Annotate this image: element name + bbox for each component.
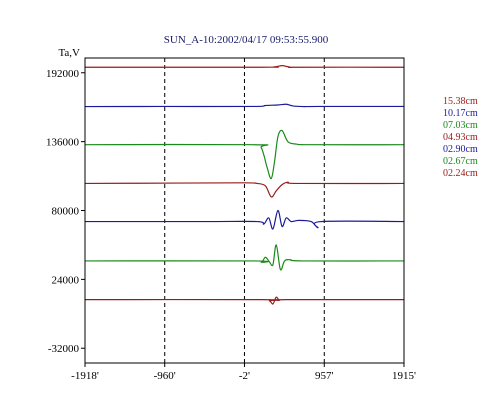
series-line-15.38cm — [84, 65, 405, 68]
legend-entry-5: 02.67cm — [443, 156, 478, 167]
legend: 15.38cm10.17cm07.03cm04.93cm02.90cm02.67… — [443, 96, 478, 179]
y-tick-label-2: 80000 — [52, 206, 80, 218]
series-line-02.67cm — [84, 244, 405, 271]
y-tick-label-0: 192000 — [46, 68, 80, 80]
y-tick-group: 192000 136000 80000 24000 -32000 — [46, 68, 85, 355]
series-line-10.17cm — [84, 103, 405, 108]
y-tick-label-1: 136000 — [46, 137, 80, 149]
y-tick-label-3: 24000 — [52, 274, 80, 286]
series-line-07.03cm — [84, 129, 405, 180]
series-line-02.24cm — [84, 296, 405, 305]
chart-title: SUN_A-10:2002/04/17 09:53:55.900 — [164, 34, 329, 46]
series-line-02.90cm — [84, 209, 405, 230]
y-tick-label-4: -32000 — [48, 343, 80, 355]
y-axis-label: Ta,V — [58, 47, 80, 59]
x-tick-label-0: -1918' — [71, 370, 99, 382]
x-tick-label-4: 1915' — [392, 370, 416, 382]
x-tick-label-3: 957' — [315, 370, 334, 382]
legend-entry-4: 02.90cm — [443, 144, 478, 155]
legend-entry-6: 02.24cm — [443, 168, 478, 179]
legend-entry-1: 10.17cm — [443, 108, 478, 119]
legend-entry-3: 04.93cm — [443, 132, 478, 143]
series-layer — [84, 65, 405, 305]
grid-layer — [164, 58, 325, 363]
legend-entry-2: 07.03cm — [443, 120, 478, 131]
series-line-04.93cm — [84, 181, 405, 198]
x-tick-label-1: -960' — [154, 370, 176, 382]
x-tick-group: -1918' -960' -2' 957' 1915' — [71, 363, 416, 382]
legend-entry-0: 15.38cm — [443, 96, 478, 107]
x-tick-label-2: -2' — [239, 370, 250, 382]
